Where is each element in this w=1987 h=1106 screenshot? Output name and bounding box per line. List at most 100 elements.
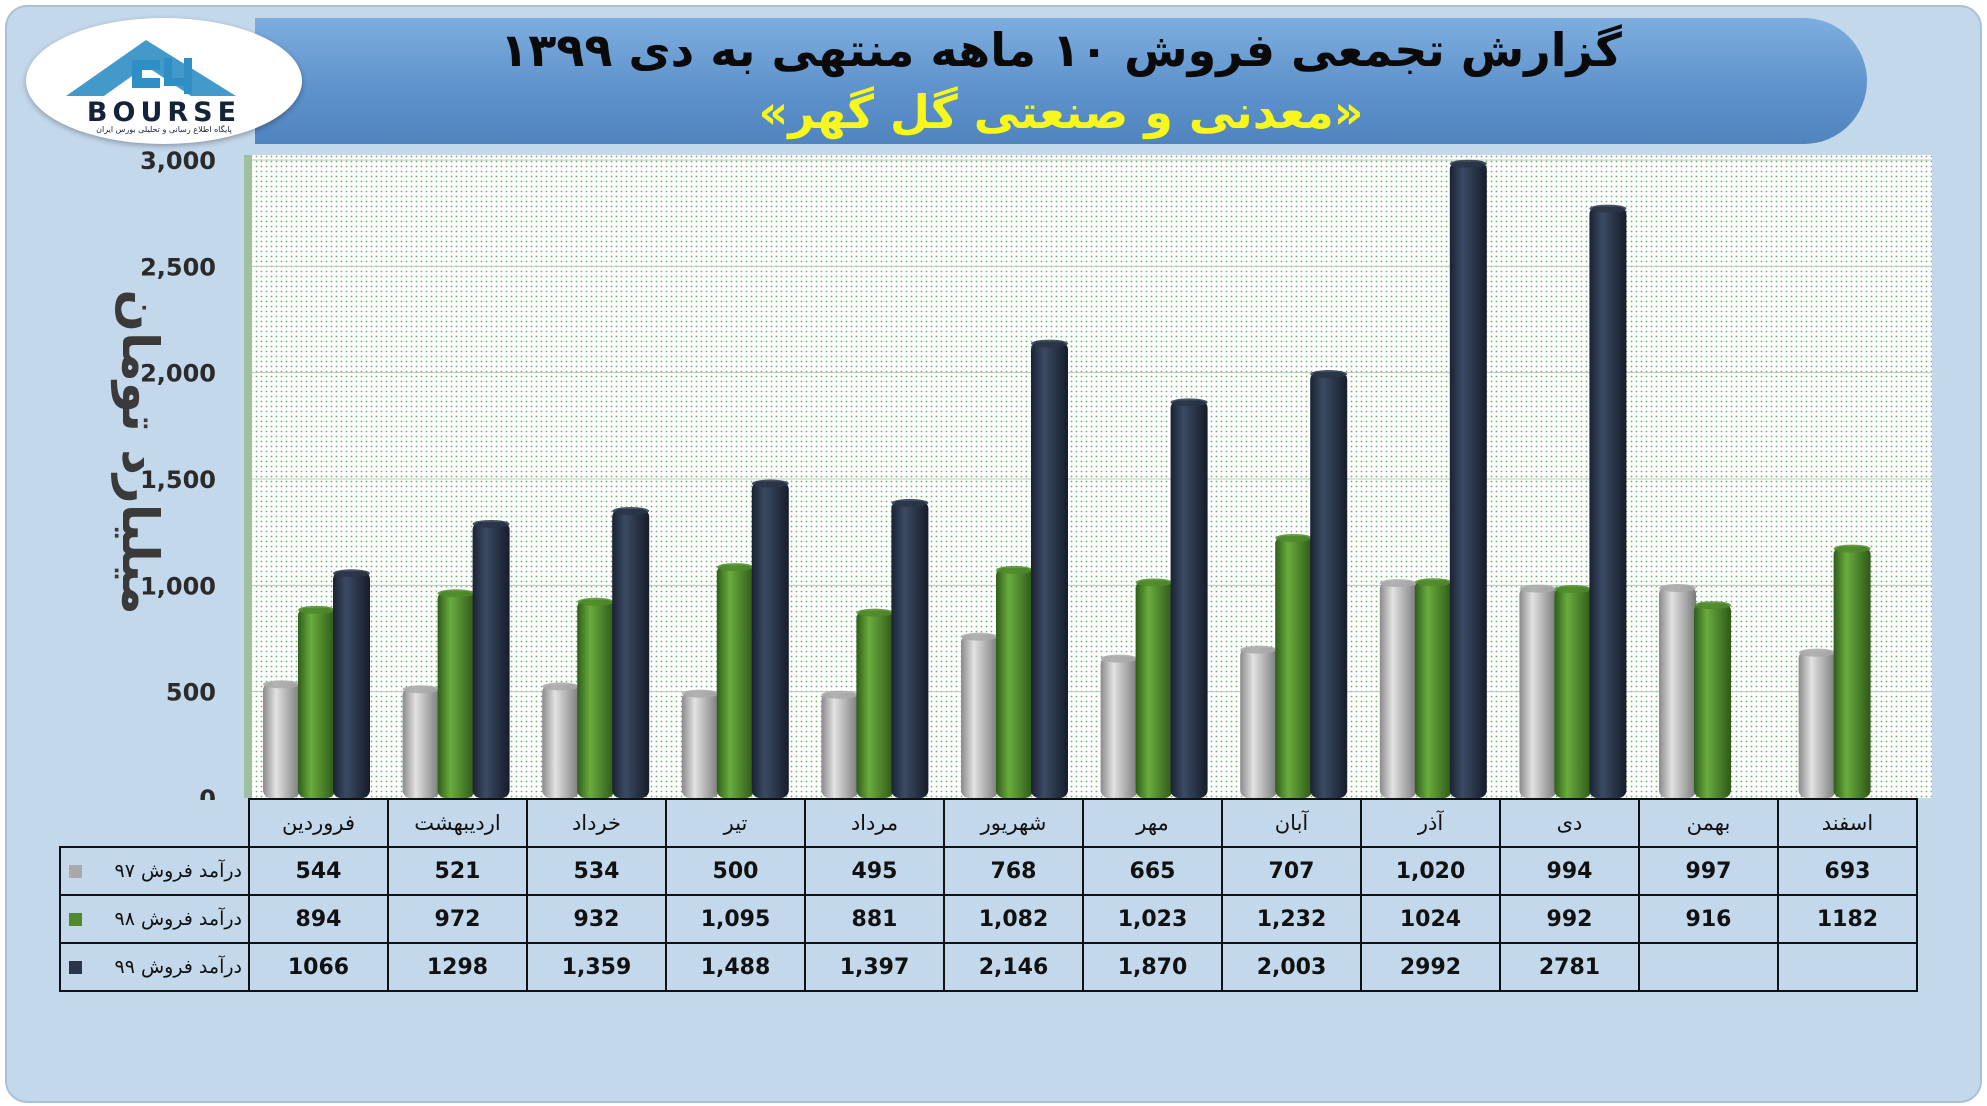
bar-series-2 [1275,535,1313,798]
bars [263,159,1871,799]
logo-subtext: پایگاه اطلاع رسانی و تحلیلی بورس ایران [96,125,232,134]
data-label: 768 [943,846,1084,896]
category-label: آذر [1360,798,1501,848]
bar-series-3 [333,571,370,798]
bar-top-series-2 [856,608,894,617]
y-axis-label: میلیارد تومان [111,289,169,615]
bar-top-series-2 [437,589,475,598]
data-label: 1298 [387,942,528,992]
table-row: درآمد فروش ۹۹ 1066 1298 1,359 1,488 1,397 2,14… [59,942,1918,992]
bar-series-2 [1414,580,1452,798]
bar-series-1 [681,691,719,798]
data-label: 500 [665,846,806,896]
gridlines [252,159,1932,693]
data-label [1638,942,1779,992]
bar-top-series-2 [1694,601,1731,610]
data-label: 1182 [1777,894,1918,944]
data-label: 495 [804,846,945,896]
data-label: 1,020 [1360,846,1501,896]
bar-series-2 [1554,587,1592,798]
bar-top-series-3 [472,519,510,528]
table-row: درآمد فروش ۹۸ 894 972 932 1,095 881 1,082 1,023… [59,894,1918,944]
bar-series-2 [577,599,615,798]
bar-series-1 [1100,656,1138,798]
bar-top-series-1 [961,632,998,641]
bar-top-series-2 [1554,585,1592,594]
bar-top-series-1 [1379,579,1417,588]
legend-label: درآمد فروش ۹۹ [114,956,242,978]
bar-top-series-3 [1170,398,1208,407]
legend-entry: درآمد فروش ۹۹ [59,942,250,992]
bar-series-3 [612,508,650,798]
bar-series-3 [472,521,510,798]
bar-series-3 [1170,400,1208,798]
bar-top-series-3 [751,479,789,488]
y-tick-label: 1,000 [140,572,216,600]
bar-top-series-1 [821,690,859,699]
bar-top-series-3 [1031,339,1068,348]
bar-chart: 3,000 2,500 2,000 1,500 1,000 500 0 [140,147,1932,800]
category-label: بهمن [1638,798,1779,848]
y-axis-ticks: 3,000 2,500 2,000 1,500 1,000 500 0 [140,147,216,800]
data-label: 2,146 [943,942,1084,992]
bar-series-2 [716,565,754,798]
data-label: 1,232 [1221,894,1362,944]
bar-top-series-2 [996,565,1033,574]
bar-top-series-2 [1135,578,1173,587]
bar-top-series-2 [1414,578,1452,587]
y-tick-label: 0 [199,785,216,800]
category-label: اسفند [1777,798,1918,848]
logo-mark-icon [66,40,236,96]
data-label: 992 [1499,894,1640,944]
data-label: 534 [526,846,667,896]
data-label: 1,082 [943,894,1084,944]
data-label: 1,023 [1082,894,1223,944]
data-label: 881 [804,894,945,944]
bar-series-2 [856,610,894,798]
bar-top-series-2 [577,597,615,606]
data-label: 894 [248,894,389,944]
data-table: فروردین اردیبهشت خرداد تیر مرداد شهریور مهر آبا… [59,798,1918,992]
bar-top-series-3 [612,506,650,515]
bar-series-3 [751,481,789,798]
bar-series-3 [891,500,929,798]
bar-top-series-2 [1275,533,1313,542]
legend-label: درآمد فروش ۹۷ [114,860,242,882]
table-row: درآمد فروش ۹۷ 544 521 534 500 495 768 665 707 1,0… [59,846,1918,896]
data-label: 1,359 [526,942,667,992]
bar-series-1 [961,634,998,798]
bar-top-series-2 [716,563,754,572]
data-label: 1,870 [1082,942,1223,992]
data-label: 1,397 [804,942,945,992]
legend-entry: درآمد فروش ۹۷ [59,846,250,896]
bar-series-2 [1135,580,1173,798]
data-label: 693 [1777,846,1918,896]
y-tick-label: 2,000 [140,360,216,388]
plot-side-wall [244,155,252,798]
title-banner [255,18,1867,144]
bar-series-1 [263,682,300,798]
bar-series-3 [1449,161,1487,798]
category-label: فروردین [248,798,389,848]
data-label: 997 [1638,846,1779,896]
data-label: 994 [1499,846,1640,896]
bar-series-2 [1833,546,1871,798]
bar-top-series-3 [1310,370,1348,379]
bar-series-3 [1031,341,1068,798]
logo-text: BOURSE [86,97,242,128]
data-label: 2,003 [1221,942,1362,992]
data-label: 544 [248,846,389,896]
y-tick-label: 2,500 [140,253,216,281]
chart-title: گزارش تجمعی فروش ۱۰ ماهه منتهی به دی ۱۳۹… [500,23,1622,77]
bar-top-series-1 [681,689,719,698]
bar-top-series-1 [1798,648,1836,657]
bar-series-2 [437,591,475,798]
bar-top-series-3 [1589,204,1627,213]
bar-top-series-3 [1449,159,1487,168]
bar-top-series-1 [1240,645,1278,654]
bar-top-series-1 [1100,654,1138,663]
category-label: آبان [1221,798,1362,848]
legend-swatch-icon [69,961,82,974]
bar-series-1 [821,692,859,798]
bar-top-series-3 [333,569,370,578]
